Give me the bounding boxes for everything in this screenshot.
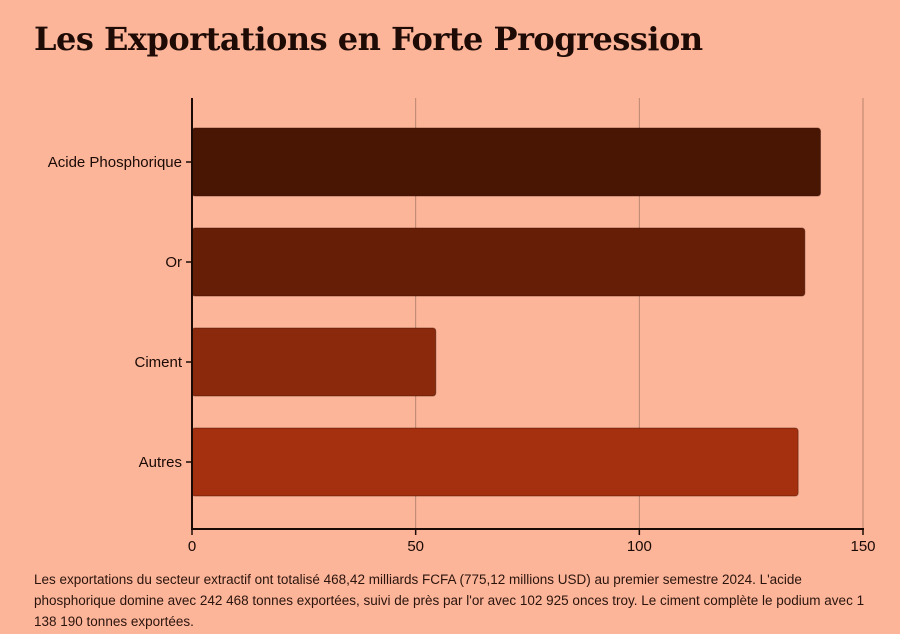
chart-caption: Les exportations du secteur extractif on… — [34, 572, 865, 629]
bar — [191, 127, 822, 197]
bar — [191, 427, 799, 497]
category-label: Ciment — [134, 354, 182, 371]
bar — [191, 227, 806, 297]
bars — [191, 127, 822, 497]
x-tick-label: 0 — [188, 538, 196, 555]
x-tick-label: 100 — [627, 538, 652, 555]
x-tick-labels: 0 50 100 150 — [188, 538, 876, 555]
bar — [191, 327, 437, 397]
category-labels: Acide Phosphorique Or Ciment Autres — [48, 154, 183, 471]
x-tick-label: 150 — [850, 538, 875, 555]
category-label: Autres — [139, 454, 182, 471]
category-label: Acide Phosphorique — [48, 154, 182, 171]
chart-title: Les Exportations en Forte Progression — [34, 20, 703, 58]
bar-chart: Acide Phosphorique Or Ciment Autres 0 50 100 1… — [48, 98, 876, 555]
axes — [186, 98, 864, 535]
category-label: Or — [165, 254, 182, 271]
x-tick-label: 50 — [407, 538, 424, 555]
